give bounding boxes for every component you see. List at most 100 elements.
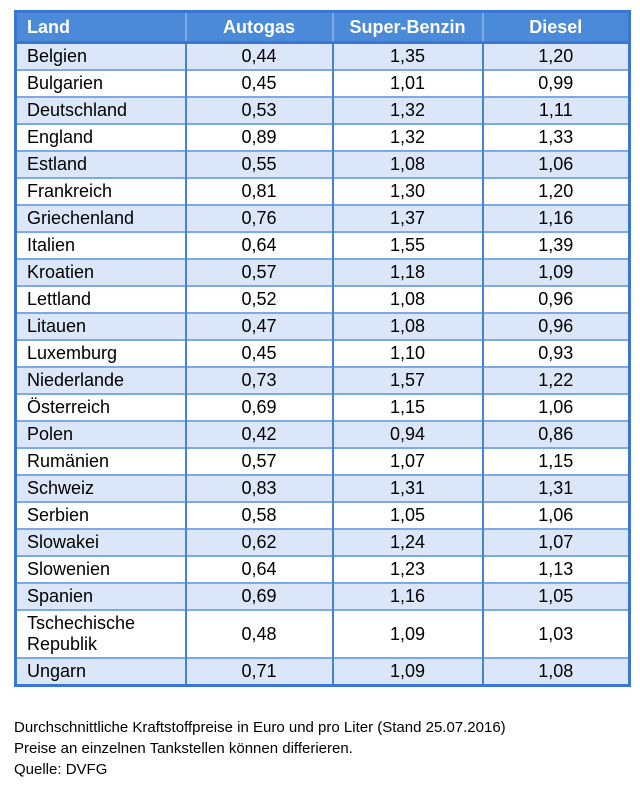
table-row: Deutschland 0,53 1,32 1,11 bbox=[15, 96, 630, 124]
cell-autogas: 0,71 bbox=[184, 657, 333, 686]
table-row: Litauen 0,47 1,08 0,96 bbox=[15, 312, 630, 340]
cell-autogas: 0,45 bbox=[184, 69, 333, 97]
table-row: Österreich 0,69 1,15 1,06 bbox=[15, 393, 630, 421]
cell-autogas: 0,64 bbox=[184, 555, 333, 583]
cell-super-benzin: 1,08 bbox=[331, 312, 483, 340]
table-row: Tschechische Republik 0,48 1,09 1,03 bbox=[15, 609, 630, 658]
cell-land: Kroatien bbox=[15, 258, 186, 286]
table-row: Griechenland 0,76 1,37 1,16 bbox=[15, 204, 630, 232]
table-row: Slowakei 0,62 1,24 1,07 bbox=[15, 528, 630, 556]
cell-land: Estland bbox=[15, 150, 186, 178]
cell-super-benzin: 1,16 bbox=[331, 582, 483, 610]
cell-land: Tschechische Republik bbox=[15, 609, 186, 658]
column-header-land: Land bbox=[15, 11, 186, 44]
table-row: Lettland 0,52 1,08 0,96 bbox=[15, 285, 630, 313]
cell-diesel: 0,86 bbox=[481, 420, 630, 448]
cell-land: Niederlande bbox=[15, 366, 186, 394]
cell-autogas: 0,62 bbox=[184, 528, 333, 556]
table-row: Kroatien 0,57 1,18 1,09 bbox=[15, 258, 630, 286]
table-row: Polen 0,42 0,94 0,86 bbox=[15, 420, 630, 448]
cell-land: Ungarn bbox=[15, 657, 186, 686]
cell-land: Belgien bbox=[15, 41, 186, 70]
cell-autogas: 0,89 bbox=[184, 123, 333, 151]
cell-land: Griechenland bbox=[15, 204, 186, 232]
cell-diesel: 1,15 bbox=[481, 447, 630, 475]
cell-diesel: 0,99 bbox=[481, 69, 630, 97]
cell-super-benzin: 1,35 bbox=[331, 41, 483, 70]
table-row: Frankreich 0,81 1,30 1,20 bbox=[15, 177, 630, 205]
table-row: Belgien 0,44 1,35 1,20 bbox=[15, 41, 630, 70]
cell-diesel: 1,13 bbox=[481, 555, 630, 583]
cell-super-benzin: 1,55 bbox=[331, 231, 483, 259]
cell-autogas: 0,73 bbox=[184, 366, 333, 394]
cell-land: Deutschland bbox=[15, 96, 186, 124]
cell-diesel: 1,39 bbox=[481, 231, 630, 259]
cell-diesel: 1,06 bbox=[481, 501, 630, 529]
cell-land: Schweiz bbox=[15, 474, 186, 502]
cell-autogas: 0,47 bbox=[184, 312, 333, 340]
cell-land: Italien bbox=[15, 231, 186, 259]
cell-land: Luxemburg bbox=[15, 339, 186, 367]
cell-super-benzin: 1,10 bbox=[331, 339, 483, 367]
caption-line-source: Quelle: DVFG bbox=[14, 761, 108, 778]
cell-autogas: 0,64 bbox=[184, 231, 333, 259]
cell-diesel: 1,09 bbox=[481, 258, 630, 286]
cell-autogas: 0,83 bbox=[184, 474, 333, 502]
column-header-autogas: Autogas bbox=[184, 11, 333, 44]
cell-super-benzin: 1,57 bbox=[331, 366, 483, 394]
cell-diesel: 1,08 bbox=[481, 657, 630, 686]
cell-land: Polen bbox=[15, 420, 186, 448]
cell-super-benzin: 1,32 bbox=[331, 96, 483, 124]
cell-autogas: 0,55 bbox=[184, 150, 333, 178]
cell-diesel: 1,20 bbox=[481, 41, 630, 70]
cell-land: Spanien bbox=[15, 582, 186, 610]
cell-diesel: 0,96 bbox=[481, 285, 630, 313]
cell-land: Litauen bbox=[15, 312, 186, 340]
cell-super-benzin: 1,08 bbox=[331, 285, 483, 313]
cell-autogas: 0,81 bbox=[184, 177, 333, 205]
cell-super-benzin: 1,05 bbox=[331, 501, 483, 529]
cell-diesel: 1,16 bbox=[481, 204, 630, 232]
cell-autogas: 0,57 bbox=[184, 258, 333, 286]
cell-land: Serbien bbox=[15, 501, 186, 529]
cell-super-benzin: 1,23 bbox=[331, 555, 483, 583]
cell-super-benzin: 1,18 bbox=[331, 258, 483, 286]
column-header-diesel: Diesel bbox=[481, 11, 630, 44]
cell-super-benzin: 1,24 bbox=[331, 528, 483, 556]
cell-diesel: 0,93 bbox=[481, 339, 630, 367]
cell-diesel: 1,06 bbox=[481, 393, 630, 421]
cell-diesel: 1,06 bbox=[481, 150, 630, 178]
table-caption: Durchschnittliche Kraftstoffpreise in Eu… bbox=[14, 717, 628, 780]
cell-autogas: 0,48 bbox=[184, 609, 333, 658]
cell-land: Slowakei bbox=[15, 528, 186, 556]
fuel-price-table: Land Autogas Super-Benzin Diesel Belgien… bbox=[14, 10, 631, 687]
cell-land: Lettland bbox=[15, 285, 186, 313]
cell-autogas: 0,52 bbox=[184, 285, 333, 313]
caption-line-description: Durchschnittliche Kraftstoffpreise in Eu… bbox=[14, 719, 506, 736]
cell-autogas: 0,44 bbox=[184, 41, 333, 70]
cell-autogas: 0,42 bbox=[184, 420, 333, 448]
cell-super-benzin: 1,09 bbox=[331, 609, 483, 658]
table-row: Slowenien 0,64 1,23 1,13 bbox=[15, 555, 630, 583]
cell-diesel: 1,33 bbox=[481, 123, 630, 151]
cell-autogas: 0,76 bbox=[184, 204, 333, 232]
cell-autogas: 0,45 bbox=[184, 339, 333, 367]
cell-super-benzin: 1,01 bbox=[331, 69, 483, 97]
caption-line-note: Preise an einzelnen Tankstellen können d… bbox=[14, 740, 353, 757]
cell-land: Bulgarien bbox=[15, 69, 186, 97]
table-header-row: Land Autogas Super-Benzin Diesel bbox=[15, 11, 630, 44]
cell-land: Österreich bbox=[15, 393, 186, 421]
cell-land: Slowenien bbox=[15, 555, 186, 583]
cell-diesel: 1,03 bbox=[481, 609, 630, 658]
cell-super-benzin: 1,30 bbox=[331, 177, 483, 205]
cell-super-benzin: 0,94 bbox=[331, 420, 483, 448]
cell-diesel: 1,20 bbox=[481, 177, 630, 205]
column-header-super-benzin: Super-Benzin bbox=[331, 11, 483, 44]
cell-diesel: 1,22 bbox=[481, 366, 630, 394]
cell-diesel: 1,31 bbox=[481, 474, 630, 502]
cell-super-benzin: 1,32 bbox=[331, 123, 483, 151]
table-row: Schweiz 0,83 1,31 1,31 bbox=[15, 474, 630, 502]
table-row: Rumänien 0,57 1,07 1,15 bbox=[15, 447, 630, 475]
cell-land: Rumänien bbox=[15, 447, 186, 475]
page: Land Autogas Super-Benzin Diesel Belgien… bbox=[14, 10, 631, 780]
